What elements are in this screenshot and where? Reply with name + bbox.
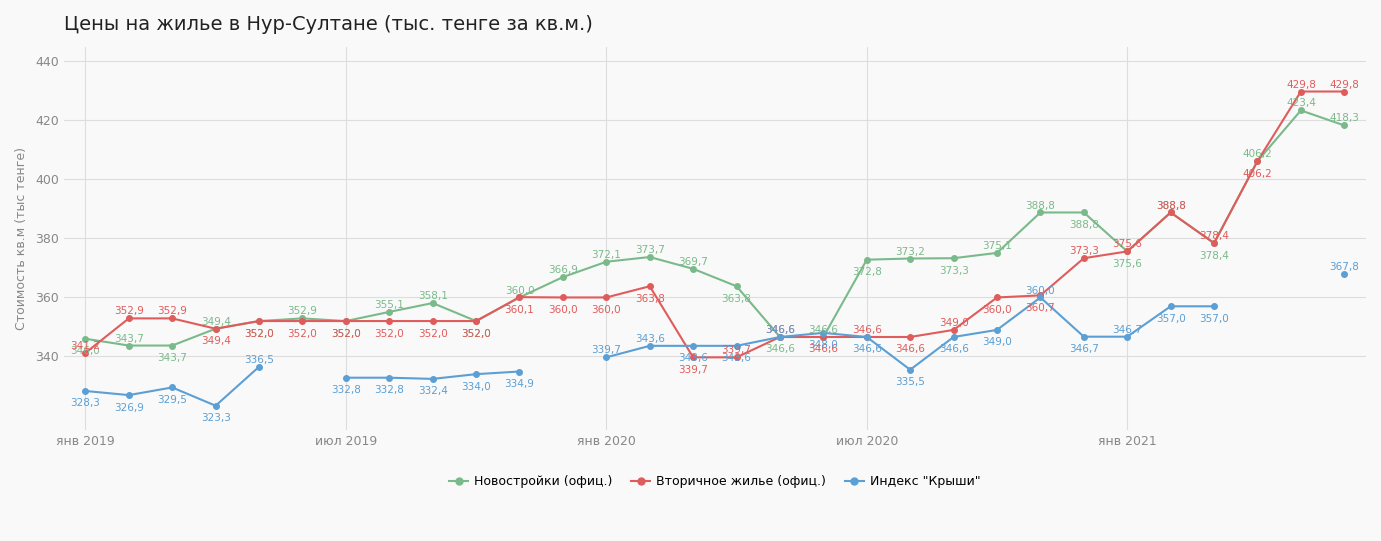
Text: 332,8: 332,8: [374, 385, 405, 395]
Text: 357,0: 357,0: [1156, 314, 1185, 324]
Text: 360,1: 360,1: [504, 305, 534, 315]
Text: 346,7: 346,7: [1069, 344, 1099, 354]
Text: 352,0: 352,0: [244, 328, 273, 339]
Text: 363,8: 363,8: [722, 294, 751, 304]
Text: 406,2: 406,2: [1243, 149, 1272, 159]
Text: 360,7: 360,7: [1026, 303, 1055, 313]
Text: 349,4: 349,4: [200, 336, 231, 346]
Text: 375,1: 375,1: [982, 241, 1012, 251]
Text: 346,7: 346,7: [1112, 325, 1142, 335]
Text: 334,9: 334,9: [504, 379, 534, 389]
Text: 328,3: 328,3: [70, 399, 101, 408]
Y-axis label: Стоимость кв.м (тыс тенге): Стоимость кв.м (тыс тенге): [15, 147, 28, 330]
Text: 341,2: 341,2: [70, 341, 101, 351]
Text: 373,7: 373,7: [635, 245, 664, 255]
Text: Цены на жилье в Нур-Султане (тыс. тенге за кв.м.): Цены на жилье в Нур-Султане (тыс. тенге …: [64, 15, 592, 34]
Text: 375,6: 375,6: [1112, 259, 1142, 269]
Text: 348,0: 348,0: [808, 340, 838, 351]
Text: 339,7: 339,7: [722, 345, 751, 355]
Text: 335,5: 335,5: [895, 377, 925, 387]
Text: 346,6: 346,6: [765, 325, 795, 335]
Text: 369,7: 369,7: [678, 257, 708, 267]
Text: 346,6: 346,6: [852, 325, 881, 335]
Text: 346,6: 346,6: [808, 345, 838, 354]
Text: 429,8: 429,8: [1330, 80, 1359, 90]
Text: 352,0: 352,0: [461, 328, 492, 339]
Text: 352,0: 352,0: [461, 328, 492, 339]
Text: 355,1: 355,1: [374, 300, 405, 310]
Text: 373,2: 373,2: [895, 247, 925, 256]
Text: 326,9: 326,9: [113, 403, 144, 413]
Text: 339,7: 339,7: [678, 365, 708, 375]
Text: 429,8: 429,8: [1286, 80, 1316, 90]
Text: 343,7: 343,7: [113, 334, 144, 344]
Text: 372,1: 372,1: [591, 250, 621, 260]
Text: 360,0: 360,0: [1026, 286, 1055, 295]
Text: 388,8: 388,8: [1069, 220, 1099, 230]
Text: 339,7: 339,7: [591, 345, 621, 355]
Text: 346,6: 346,6: [895, 345, 925, 354]
Text: 352,0: 352,0: [374, 328, 405, 339]
Text: 332,4: 332,4: [417, 386, 447, 397]
Text: 349,4: 349,4: [200, 317, 231, 327]
Text: 375,6: 375,6: [1112, 240, 1142, 249]
Text: 346,0: 346,0: [70, 346, 101, 357]
Text: 352,0: 352,0: [331, 328, 360, 339]
Text: 352,9: 352,9: [157, 306, 188, 316]
Text: 343,7: 343,7: [157, 353, 188, 363]
Text: 346,6: 346,6: [765, 345, 795, 354]
Text: 346,6: 346,6: [852, 345, 881, 354]
Text: 346,6: 346,6: [765, 325, 795, 335]
Text: 373,3: 373,3: [939, 266, 968, 276]
Text: 343,6: 343,6: [635, 334, 664, 344]
Text: 406,2: 406,2: [1243, 169, 1272, 179]
Text: 378,4: 378,4: [1199, 250, 1229, 261]
Text: 329,5: 329,5: [157, 395, 188, 405]
Text: 360,0: 360,0: [504, 286, 534, 295]
Text: 423,4: 423,4: [1286, 98, 1316, 108]
Text: 352,0: 352,0: [244, 328, 273, 339]
Text: 352,0: 352,0: [331, 328, 360, 339]
Text: 360,0: 360,0: [548, 305, 577, 315]
Text: 332,8: 332,8: [331, 385, 360, 395]
Text: 367,8: 367,8: [1330, 262, 1359, 273]
Text: 388,8: 388,8: [1156, 201, 1186, 210]
Text: 336,5: 336,5: [244, 355, 273, 365]
Text: 352,0: 352,0: [287, 328, 318, 339]
Text: 352,9: 352,9: [113, 306, 144, 316]
Text: 363,8: 363,8: [635, 294, 664, 304]
Text: 360,0: 360,0: [591, 305, 621, 315]
Text: 343,6: 343,6: [678, 353, 708, 364]
Text: 378,4: 378,4: [1199, 231, 1229, 241]
Text: 323,3: 323,3: [200, 413, 231, 423]
Text: 357,0: 357,0: [1199, 314, 1229, 324]
Text: 388,8: 388,8: [1026, 201, 1055, 210]
Text: 358,1: 358,1: [417, 291, 447, 301]
Text: 343,6: 343,6: [722, 353, 751, 364]
Text: 349,0: 349,0: [982, 338, 1012, 347]
Text: 360,0: 360,0: [982, 305, 1012, 315]
Text: 372,8: 372,8: [852, 267, 881, 277]
Text: 366,9: 366,9: [548, 265, 577, 275]
Text: 346,6: 346,6: [939, 345, 968, 354]
Text: 388,8: 388,8: [1156, 201, 1186, 210]
Text: 352,0: 352,0: [418, 328, 447, 339]
Text: 373,3: 373,3: [1069, 246, 1099, 256]
Text: 334,0: 334,0: [461, 381, 492, 392]
Legend: Новостройки (офиц.), Вторичное жилье (офиц.), Индекс "Крыши": Новостройки (офиц.), Вторичное жилье (оф…: [445, 470, 986, 493]
Text: 418,3: 418,3: [1330, 114, 1359, 123]
Text: 349,0: 349,0: [939, 318, 968, 328]
Text: 352,9: 352,9: [287, 306, 318, 316]
Text: 346,6: 346,6: [808, 325, 838, 335]
